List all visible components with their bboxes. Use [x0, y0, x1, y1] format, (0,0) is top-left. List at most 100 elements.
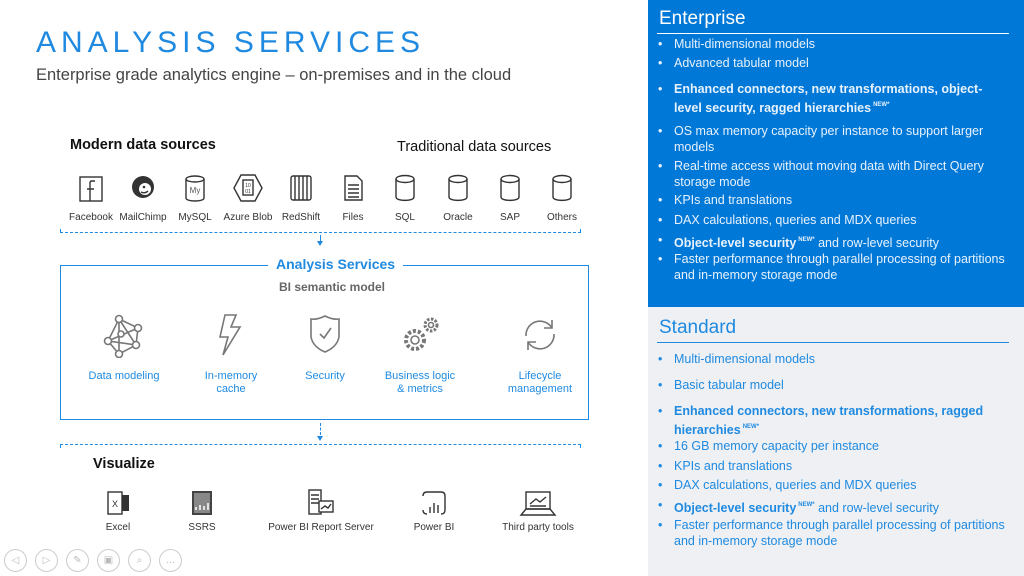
- svg-text:X: X: [112, 499, 118, 509]
- database-icon: [428, 172, 488, 204]
- tool-power-bi-report-server: Power BI Report Server: [256, 488, 386, 533]
- feature-network: Data modeling: [69, 312, 179, 383]
- data-source-label: MySQL: [178, 212, 212, 223]
- pen-button[interactable]: ✎: [66, 549, 89, 572]
- page-subtitle: Enterprise grade analytics engine – on-p…: [36, 66, 512, 84]
- svg-text:My: My: [190, 186, 201, 195]
- enterprise-feature-item: KPIs and translations: [658, 193, 1008, 209]
- item-text: DAX calculations, queries and MDX querie…: [674, 478, 917, 492]
- zoom-icon: ⌕: [136, 555, 143, 566]
- divider: [657, 33, 1009, 34]
- data-source-label: Azure Blob: [223, 212, 273, 223]
- standard-feature-item: 16 GB memory capacity per instance: [658, 439, 1008, 455]
- enterprise-feature-item: Faster performance through parallel proc…: [658, 252, 1008, 283]
- feature-label: Security: [305, 370, 345, 382]
- item-bold-text: Enhanced connectors, new transformations…: [674, 404, 984, 437]
- gears-icon: [365, 312, 475, 358]
- data-source-oracle: Oracle: [428, 172, 488, 223]
- traditional-sources-heading: Traditional data sources: [397, 139, 552, 155]
- enterprise-feature-item: Real-time access without moving data wit…: [658, 159, 1008, 190]
- previous-icon: ◁: [11, 555, 20, 566]
- enterprise-heading: Enterprise: [659, 8, 746, 29]
- network-icon: [69, 312, 179, 358]
- pen-icon: ✎: [73, 555, 82, 566]
- facebook-icon: [61, 172, 121, 204]
- item-text: and row-level security: [814, 236, 939, 250]
- ssrs-icon: [137, 488, 267, 518]
- feature-label: Business logic & metrics: [384, 370, 456, 395]
- slides-icon: ▣: [103, 555, 114, 566]
- more-button[interactable]: …: [159, 549, 182, 572]
- database-icon: [375, 172, 435, 204]
- data-source-label: Others: [546, 212, 577, 223]
- data-source-sql: SQL: [375, 172, 435, 223]
- laptop-chart-icon: [473, 488, 603, 518]
- enterprise-feature-item: OS max memory capacity per instance to s…: [658, 124, 1008, 155]
- refresh-cycle-icon: [485, 312, 595, 358]
- enterprise-feature-item: Advanced tabular model: [658, 56, 1008, 72]
- azure-blob-icon: 10 01: [218, 172, 278, 204]
- data-source-mysql: My MySQL: [165, 172, 225, 223]
- arrow-down-icon: [317, 241, 323, 246]
- tool-label: Third party tools: [502, 522, 574, 533]
- item-text: Real-time access without moving data wit…: [674, 159, 984, 189]
- standard-feature-item: Multi-dimensional models: [658, 352, 1008, 368]
- zoom-button[interactable]: ⌕: [128, 549, 151, 572]
- flow-arrow-line: [320, 423, 321, 435]
- enterprise-panel: Enterprise Multi-dimensional models Advan…: [648, 0, 1024, 307]
- item-text: KPIs and translations: [674, 459, 793, 473]
- tool-excel: X Excel: [53, 488, 183, 533]
- data-source-label: Oracle: [443, 212, 473, 223]
- tool-label: Excel: [105, 522, 131, 533]
- data-source-label: SQL: [394, 212, 415, 223]
- item-text: 16 GB memory capacity per instance: [674, 439, 879, 453]
- standard-panel: Standard Multi-dimensional models Basic t…: [648, 307, 1024, 576]
- analysis-services-title: Analysis Services: [268, 256, 404, 272]
- item-text: Basic tabular model: [674, 378, 784, 392]
- item-text: Faster performance through parallel proc…: [674, 518, 1005, 548]
- new-badge: NEW*: [873, 101, 890, 108]
- more-icon: …: [165, 555, 176, 566]
- item-text: KPIs and translations: [674, 193, 793, 207]
- standard-feature-item: Enhanced connectors, new transformations…: [658, 404, 1008, 438]
- data-source-label: RedShift: [281, 212, 321, 223]
- previous-button[interactable]: ◁: [4, 549, 27, 572]
- sources-connector-line: [60, 229, 581, 233]
- data-source-redshift: RedShift: [271, 172, 331, 223]
- tool-third-party-tools: Third party tools: [473, 488, 603, 533]
- next-button[interactable]: ▷: [35, 549, 58, 572]
- item-text: DAX calculations, queries and MDX querie…: [674, 213, 917, 227]
- arrow-down-icon: [317, 436, 323, 441]
- database-icon: [480, 172, 540, 204]
- standard-feature-item: DAX calculations, queries and MDX querie…: [658, 478, 1008, 494]
- new-badge: NEW*: [798, 502, 815, 508]
- tool-label: SSRS: [188, 522, 216, 533]
- feature-shield-check: Security: [270, 312, 380, 383]
- data-source-label: Files: [342, 212, 364, 223]
- item-text: Multi-dimensional models: [674, 352, 816, 366]
- tool-label: Power BI Report Server: [268, 522, 374, 533]
- database-icon: [532, 172, 592, 204]
- standard-feature-item: Faster performance through parallel proc…: [658, 518, 1008, 549]
- standard-feature-item: Basic tabular model: [658, 378, 1008, 394]
- flow-arrow-line: [320, 235, 321, 241]
- shield-check-icon: [270, 312, 380, 358]
- feature-refresh-cycle: Lifecycle management: [485, 312, 595, 396]
- feature-label: Lifecycle management: [507, 370, 573, 395]
- item-text: Multi-dimensional models: [674, 37, 816, 51]
- data-source-label: Facebook: [69, 212, 113, 223]
- svg-text:10: 10: [245, 183, 251, 189]
- item-text: Faster performance through parallel proc…: [674, 252, 1005, 282]
- data-source-sap: SAP: [480, 172, 540, 223]
- tool-power-bi: Power BI: [369, 488, 499, 533]
- standard-feature-item: KPIs and translations: [658, 459, 1008, 475]
- feature-lightning: In-memory cache: [176, 312, 286, 396]
- slides-button[interactable]: ▣: [97, 549, 120, 572]
- standard-heading: Standard: [659, 317, 737, 338]
- next-icon: ▷: [42, 555, 51, 566]
- visualize-heading: Visualize: [93, 456, 155, 472]
- enterprise-feature-item: Multi-dimensional models: [658, 37, 1008, 53]
- modern-sources-heading: Modern data sources: [70, 137, 216, 153]
- tool-label: Power BI: [413, 522, 455, 533]
